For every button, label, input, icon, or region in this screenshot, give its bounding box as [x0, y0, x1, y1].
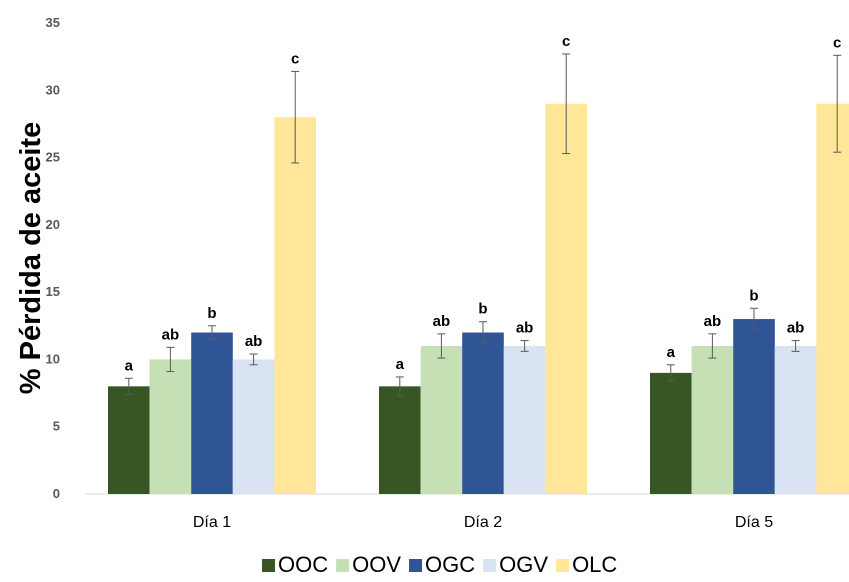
significance-label: c	[291, 50, 299, 67]
legend-swatch	[262, 559, 275, 572]
bar-ogc	[462, 332, 504, 494]
error-bar	[666, 364, 675, 382]
legend-swatch	[556, 559, 570, 572]
legend-item-oov: OOV	[336, 552, 401, 577]
error-bar	[249, 353, 258, 366]
significance-label: b	[749, 287, 758, 304]
y-tick-label: 10	[46, 351, 60, 366]
y-tick-label: 0	[53, 486, 60, 501]
legend-label: OOC	[278, 552, 328, 577]
bar-ooc	[650, 372, 692, 494]
error-bar	[708, 333, 717, 359]
bar-ogv	[503, 345, 546, 494]
error-bar	[479, 321, 487, 344]
legend-item-olc: OLC	[556, 552, 617, 577]
error-bar	[291, 70, 300, 164]
error-bars	[124, 53, 842, 397]
bar-oov	[691, 345, 734, 494]
legend-label: OGC	[425, 552, 475, 577]
y-axis-ticks: 0 5 10 15 20 25 30 35	[46, 15, 60, 501]
legend-item-ooc: OOC	[262, 552, 328, 577]
significance-label: b	[478, 301, 487, 318]
bar-oov	[149, 359, 192, 494]
legend-swatch	[336, 559, 350, 572]
significance-label: ab	[704, 313, 722, 330]
bar-ogv	[774, 345, 817, 494]
y-axis-label: % Pérdida de aceite	[15, 122, 47, 394]
category-label: Día 2	[464, 514, 502, 531]
significance-label: b	[207, 305, 216, 322]
error-bar	[520, 340, 529, 352]
legend-item-ogc: OGC	[409, 552, 475, 577]
category-labels: Día 1 Día 2 Día 5	[193, 514, 773, 531]
bar-olc	[545, 103, 587, 494]
bar-ooc	[379, 386, 421, 494]
legend-label: OOV	[352, 552, 401, 577]
y-tick-label: 15	[46, 284, 60, 299]
significance-label: c	[833, 34, 841, 51]
y-tick-label: 5	[53, 419, 60, 434]
error-bar	[791, 340, 800, 352]
error-bar	[208, 325, 216, 340]
legend-label: OGV	[499, 552, 548, 577]
error-bar	[124, 377, 133, 395]
significance-label: a	[396, 356, 405, 373]
legend-item-ogv: OGV	[483, 552, 548, 577]
significance-label: c	[562, 33, 570, 50]
significance-label: a	[125, 357, 134, 374]
y-tick-label: 20	[46, 217, 60, 232]
bar-ogc	[191, 332, 233, 494]
y-tick-label: 30	[46, 82, 60, 97]
significance-label: a	[667, 344, 676, 361]
legend-swatch	[409, 559, 423, 572]
y-tick-label: 25	[46, 150, 60, 165]
significance-label: ab	[787, 320, 805, 337]
error-bar	[395, 376, 404, 397]
significance-label: ab	[433, 313, 451, 330]
significance-label: ab	[162, 326, 180, 343]
error-bar	[750, 307, 758, 331]
legend-label: OLC	[572, 552, 617, 577]
error-bar	[833, 54, 842, 153]
legend: OOC OOV OGC OGV OLC	[262, 552, 617, 577]
bar-ogc	[733, 319, 775, 494]
bar-olc	[816, 103, 849, 494]
error-bar	[562, 53, 571, 155]
legend-swatch	[483, 559, 497, 572]
error-bar	[166, 346, 175, 373]
significance-labels: a ab b ab c a ab b ab c a ab b ab c	[125, 33, 842, 374]
significance-label: ab	[245, 333, 263, 350]
bar-ogv	[232, 359, 275, 494]
bar-ooc	[108, 386, 150, 494]
significance-label: ab	[516, 320, 534, 337]
category-label: Día 1	[193, 514, 231, 531]
bars	[108, 103, 849, 494]
y-tick-label: 35	[46, 15, 60, 30]
category-label: Día 5	[735, 514, 773, 531]
error-bar	[437, 333, 446, 359]
bar-olc	[274, 117, 316, 494]
bar-oov	[420, 345, 463, 494]
